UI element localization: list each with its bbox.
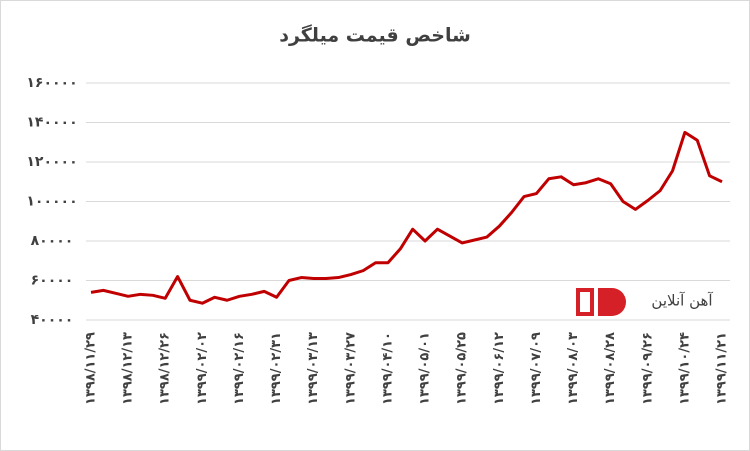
logo-block: [598, 288, 626, 316]
y-tick-label: ۱۰۰۰۰۰: [26, 194, 77, 210]
logo: [576, 288, 626, 316]
x-tick-label: ۱۳۹۸/۱۲/۲۶: [158, 332, 173, 405]
x-tick-label: ۱۳۹۹/۰۲/۱۶: [232, 332, 247, 405]
y-tick-label: ۶۰۰۰۰: [31, 273, 74, 289]
x-tick-label: ۱۳۹۹/۰۲/۰۲: [195, 332, 210, 405]
x-tick-label: ۱۳۹۹/۰۵/۲۵: [455, 332, 470, 405]
x-tick-label: ۱۳۹۹/۰۹/۲۶: [640, 332, 655, 405]
chart-title: شاخص قیمت میلگرد: [279, 24, 471, 47]
x-tick-label: ۱۳۹۹/۰۷/۰۹: [529, 332, 544, 405]
x-tick-label: ۱۳۹۹/۰۳/۲۷: [343, 332, 358, 405]
logo-cut: [580, 292, 590, 312]
x-tick-label: ۱۳۹۹/۰۸/۲۸: [603, 332, 618, 405]
x-tick-label: ۱۳۹۹/۰۳/۱۳: [306, 332, 321, 405]
x-tick-label: ۱۳۹۹/۰۸/۰۳: [566, 332, 581, 405]
x-tick-label: ۱۳۹۸/۱۱/۲۹: [84, 332, 99, 405]
x-tick-label: ۱۳۹۹/۰۵/۰۱: [418, 332, 433, 405]
x-tick-label: ۱۳۹۹/۰۲/۳۱: [269, 332, 284, 405]
x-tick-label: ۱۳۹۹/۱۱/۲۱: [715, 332, 730, 405]
x-tick-label: ۱۳۹۹/۰۴/۱۰: [380, 332, 395, 405]
logo-text: آهن آنلاین: [651, 292, 713, 310]
x-tick-label: ۱۳۹۹/۱۰/۲۴: [677, 332, 692, 405]
y-tick-label: ۴۰۰۰۰: [31, 312, 74, 328]
x-tick-label: ۱۳۹۸/۱۲/۱۳: [121, 332, 136, 405]
line: [90, 130, 723, 305]
y-tick-label: ۱۲۰۰۰۰: [26, 154, 77, 170]
y-tick-label: ۸۰۰۰۰: [31, 233, 74, 249]
x-tick-label: ۱۳۹۹/۰۶/۱۲: [492, 332, 507, 405]
y-tick-label: ۱۶۰۰۰۰: [26, 75, 77, 91]
y-tick-label: ۱۴۰۰۰۰: [26, 115, 77, 131]
